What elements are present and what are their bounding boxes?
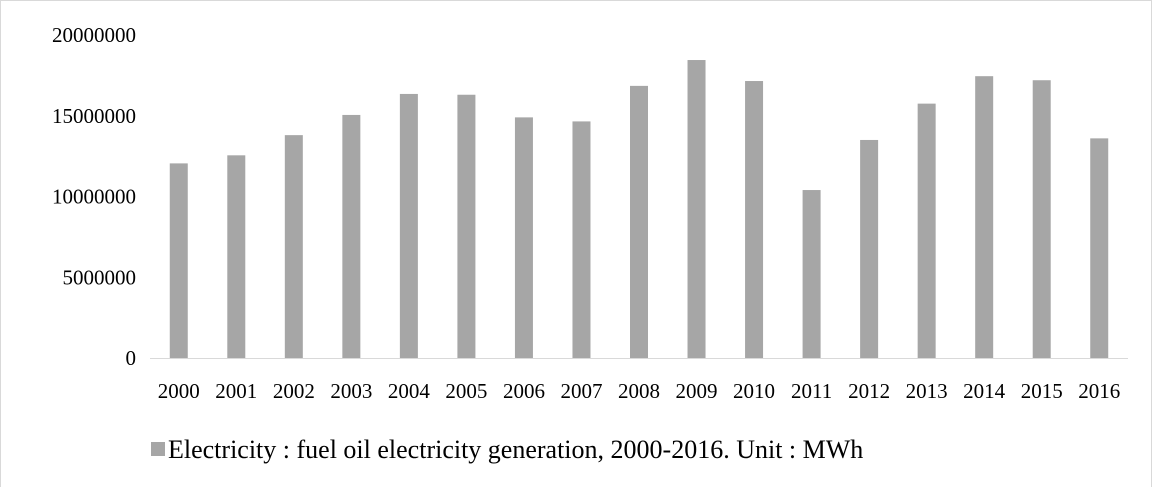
x-tick-label: 2016 xyxy=(1078,379,1120,403)
y-tick-label: 0 xyxy=(126,346,137,370)
legend-swatch xyxy=(151,442,165,456)
x-tick-label: 2001 xyxy=(215,379,257,403)
x-tick-label: 2015 xyxy=(1021,379,1063,403)
x-tick-label: 2000 xyxy=(158,379,200,403)
x-tick-label: 2012 xyxy=(848,379,890,403)
bar-2007 xyxy=(572,121,591,359)
bar-2015 xyxy=(1032,80,1051,358)
bar-2001 xyxy=(227,155,246,358)
x-tick-label: 2014 xyxy=(963,379,1006,403)
bar-2013 xyxy=(917,103,936,358)
bar-2016 xyxy=(1090,138,1109,358)
bar-2004 xyxy=(399,93,418,358)
y-tick-label: 5000000 xyxy=(63,265,137,289)
bar-2008 xyxy=(630,85,648,359)
x-tick-label: 2005 xyxy=(445,379,487,403)
bar-2003 xyxy=(342,114,361,358)
x-tick-label: 2006 xyxy=(503,379,545,403)
bars-group xyxy=(169,60,1109,359)
bar-2006 xyxy=(514,117,533,359)
bar-2012 xyxy=(860,139,879,358)
x-tick-label: 2008 xyxy=(618,379,660,403)
x-tick-label: 2007 xyxy=(560,379,602,403)
y-tick-label: 20000000 xyxy=(52,23,136,47)
y-axis-ticks: 0 5000000 10000000 15000000 20000000 xyxy=(52,23,136,370)
x-tick-label: 2011 xyxy=(791,379,832,403)
bar-2011 xyxy=(802,190,821,358)
x-tick-label: 2002 xyxy=(273,379,315,403)
legend-label: Electricity : fuel oil electricity gener… xyxy=(168,435,863,464)
x-tick-label: 2009 xyxy=(676,379,718,403)
legend: Electricity : fuel oil electricity gener… xyxy=(151,435,863,464)
bar-2002 xyxy=(284,135,303,358)
x-tick-label: 2003 xyxy=(330,379,372,403)
x-tick-label: 2004 xyxy=(388,379,431,403)
bar-2000 xyxy=(169,163,188,358)
x-axis-labels: 2000 2001 2002 2003 2004 2005 2006 2007 2008 2009… xyxy=(158,379,1120,403)
y-tick-label: 10000000 xyxy=(52,185,136,209)
bar-2014 xyxy=(975,76,994,359)
y-tick-label: 15000000 xyxy=(52,104,136,128)
bar-2009 xyxy=(687,60,706,358)
bar-2010 xyxy=(745,81,764,358)
x-tick-label: 2013 xyxy=(906,379,948,403)
bar-2005 xyxy=(457,94,476,358)
x-tick-label: 2010 xyxy=(733,379,775,403)
